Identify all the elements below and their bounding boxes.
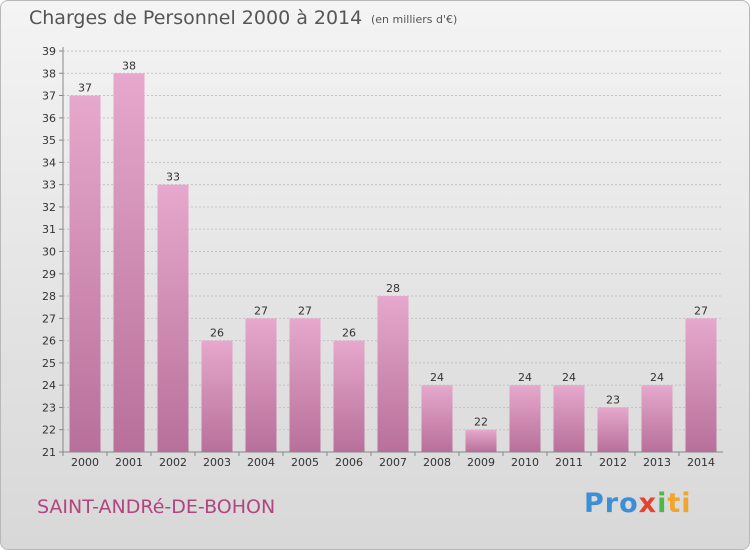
- bar-value-label: 37: [78, 82, 92, 95]
- bar[interactable]: [597, 407, 629, 452]
- x-tick-label: 2009: [467, 456, 495, 469]
- y-tick-label: 31: [42, 223, 56, 236]
- bar[interactable]: [509, 385, 541, 452]
- x-tick-label: 2012: [599, 456, 627, 469]
- bar-value-label: 33: [166, 171, 180, 184]
- bar[interactable]: [421, 385, 453, 452]
- y-tick-label: 32: [42, 201, 56, 214]
- bars: [69, 73, 717, 453]
- y-tick-label: 35: [42, 134, 56, 147]
- bar[interactable]: [553, 385, 585, 452]
- y-tick-label: 23: [42, 401, 56, 414]
- x-tick-label: 2001: [115, 456, 143, 469]
- y-tick-label: 24: [42, 379, 56, 392]
- bar-value-label: 38: [122, 59, 136, 72]
- bar[interactable]: [245, 318, 277, 452]
- y-tick-label: 21: [42, 446, 56, 459]
- x-tick-label: 2013: [643, 456, 671, 469]
- bar[interactable]: [289, 318, 321, 452]
- chart-subtitle: (en milliers d'€): [371, 13, 458, 26]
- bar-value-label: 26: [342, 327, 356, 340]
- y-tick-label: 33: [42, 179, 56, 192]
- x-tick-label: 2002: [159, 456, 187, 469]
- bar-value-label: 22: [474, 416, 488, 429]
- x-tick-label: 2006: [335, 456, 363, 469]
- logo-part-2: x: [638, 488, 658, 519]
- bar[interactable]: [377, 296, 409, 452]
- proxiti-logo[interactable]: Proxiti: [584, 488, 692, 519]
- y-tick-label: 27: [42, 312, 56, 325]
- bar[interactable]: [157, 184, 189, 452]
- bar-value-label: 26: [210, 327, 224, 340]
- bar-value-label: 24: [650, 371, 664, 384]
- logo-part-1: Pro: [584, 488, 639, 519]
- x-tick-label: 2011: [555, 456, 583, 469]
- y-tick-label: 28: [42, 290, 56, 303]
- bar-value-label: 24: [518, 371, 532, 384]
- bar[interactable]: [333, 340, 365, 452]
- bar-value-label: 23: [606, 393, 620, 406]
- x-tick-label: 2003: [203, 456, 231, 469]
- bar[interactable]: [641, 385, 673, 452]
- bar[interactable]: [201, 340, 233, 452]
- y-tick-label: 22: [42, 424, 56, 437]
- y-tick-label: 30: [42, 246, 56, 259]
- bar-value-label: 27: [298, 304, 312, 317]
- y-tick-label: 36: [42, 112, 56, 125]
- bar[interactable]: [465, 429, 497, 452]
- x-tick-label: 2005: [291, 456, 319, 469]
- bar-value-label: 27: [694, 304, 708, 317]
- bar-value-label: 28: [386, 282, 400, 295]
- labels: 21 22 23 24 25 26 27 28 29 30 31 32 33 34 35 36 37 38 39 37…: [42, 45, 715, 469]
- bar[interactable]: [685, 318, 717, 452]
- y-tick-label: 38: [42, 67, 56, 80]
- bar[interactable]: [113, 73, 145, 453]
- y-tick-label: 25: [42, 357, 56, 370]
- y-tick-label: 37: [42, 90, 56, 103]
- y-tick-label: 26: [42, 335, 56, 348]
- chart-title: Charges de Personnel 2000 à 2014: [29, 7, 363, 29]
- commune-name: SAINT-ANDRé-DE-BOHON: [37, 496, 276, 518]
- bar-value-label: 24: [430, 371, 444, 384]
- x-tick-label: 2010: [511, 456, 539, 469]
- x-tick-label: 2000: [71, 456, 99, 469]
- axes: [59, 47, 723, 456]
- y-tick-label: 39: [42, 45, 56, 58]
- bar-value-label: 27: [254, 304, 268, 317]
- y-tick-label: 29: [42, 268, 56, 281]
- x-tick-label: 2004: [247, 456, 275, 469]
- x-tick-label: 2008: [423, 456, 451, 469]
- bar[interactable]: [69, 95, 101, 453]
- logo-part-4: ti: [667, 488, 692, 519]
- x-tick-label: 2014: [687, 456, 715, 469]
- x-tick-label: 2007: [379, 456, 407, 469]
- y-tick-label: 34: [42, 156, 56, 169]
- bar-value-label: 24: [562, 371, 576, 384]
- logo-part-3: i: [657, 488, 668, 519]
